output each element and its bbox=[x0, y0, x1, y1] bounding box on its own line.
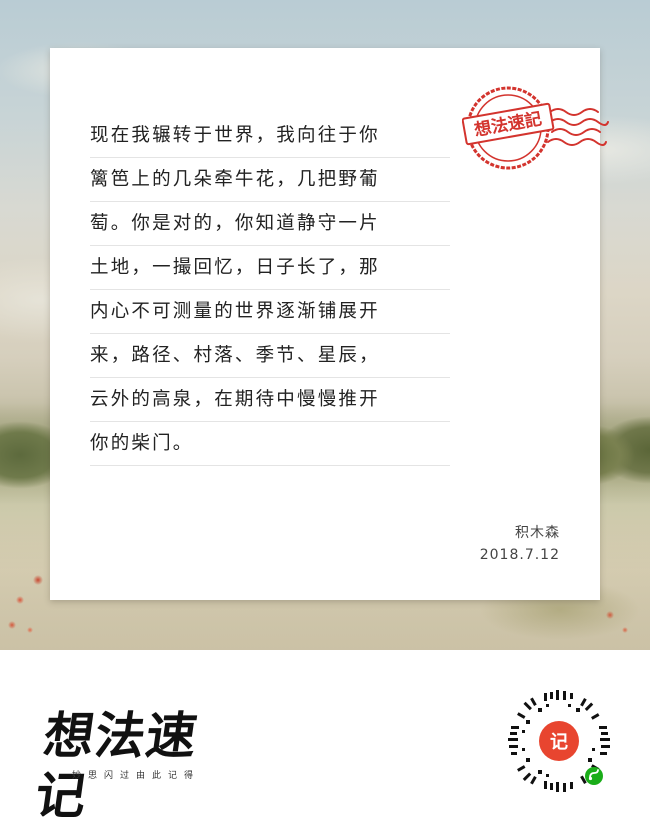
mini-program-icon bbox=[585, 767, 603, 785]
postmark-wavy-lines bbox=[547, 108, 609, 146]
qr-center-text: 记 bbox=[550, 732, 568, 753]
qr-center-badge bbox=[539, 721, 579, 761]
note-body: 现在我辗转于世界，我向往于你 篱笆上的几朵牵牛花，几把野葡 萄。你是对的，你知道… bbox=[90, 114, 450, 466]
note-line: 云外的高泉，在期待中慢慢推开 bbox=[90, 378, 450, 422]
author-name: 积木森 bbox=[515, 525, 560, 541]
note-line: 内心不可测量的世界逐渐铺展开 bbox=[90, 290, 450, 334]
note-line: 篱笆上的几朵牵牛花，几把野葡 bbox=[90, 158, 450, 202]
note-line: 现在我辗转于世界，我向往于你 bbox=[90, 114, 450, 158]
note-date: 2018.7.12 bbox=[479, 547, 560, 563]
note-line: 土地，一撮回忆，日子长了，那 bbox=[90, 246, 450, 290]
postmark-stamp: 想法速記 bbox=[462, 86, 609, 170]
footer: 想法速记 妙思闪过由此记得 bbox=[0, 650, 650, 830]
signature: 积木森 2018.7.12 bbox=[480, 522, 560, 566]
logo-subtitle: 妙思闪过由此记得 bbox=[72, 771, 201, 781]
note-line: 来，路径、村落、季节、星辰， bbox=[90, 334, 450, 378]
note-line: 萄。你是对的，你知道静守一片 bbox=[90, 202, 450, 246]
logo-title: 想法速记 bbox=[31, 707, 202, 825]
brand-logo: 想法速记 妙思闪过由此记得 bbox=[32, 706, 240, 825]
note-card: 现在我辗转于世界，我向往于你 篱笆上的几朵牵牛花，几把野葡 萄。你是对的，你知道… bbox=[50, 48, 600, 600]
qr-rays bbox=[508, 690, 610, 792]
note-line: 你的柴门。 bbox=[90, 422, 450, 466]
mini-program-qr-code[interactable]: 记 bbox=[506, 688, 612, 794]
